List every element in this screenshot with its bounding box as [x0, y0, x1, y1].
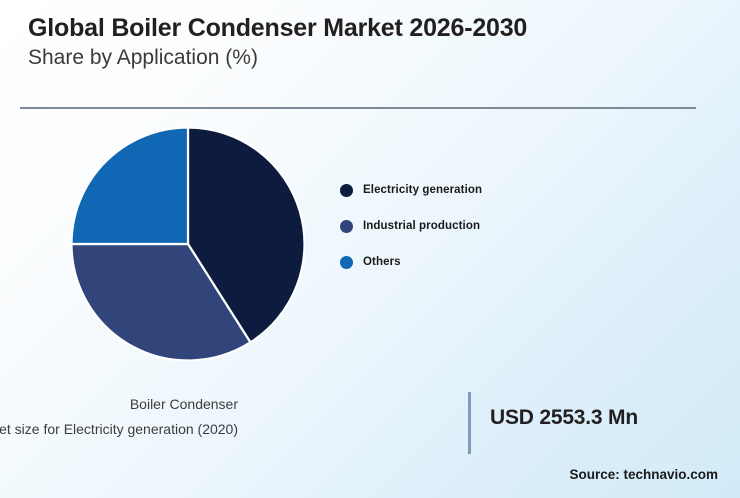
market-size-callout: Boiler Condenser market size for Electri… — [0, 392, 690, 454]
chart-legend: Electricity generation Industrial produc… — [340, 172, 600, 280]
pie-slice[interactable] — [71, 242, 252, 361]
chart-header: Global Boiler Condenser Market 2026-2030… — [28, 14, 712, 70]
legend-swatch-icon — [340, 183, 353, 197]
legend-item-electricity-generation[interactable]: Electricity generation — [340, 172, 600, 208]
pie-chart-svg — [71, 127, 305, 361]
legend-swatch-icon — [340, 219, 353, 233]
callout-description-line-2: market size for Electricity generation (… — [0, 420, 238, 437]
legend-item-label: Industrial production — [363, 220, 481, 232]
pie-chart — [71, 127, 305, 361]
legend-swatch-icon — [340, 255, 353, 269]
legend-item-others[interactable]: Others — [340, 244, 600, 280]
page-title: Global Boiler Condenser Market 2026-2030 — [28, 14, 528, 42]
callout-description: Boiler Condenser market size for Electri… — [0, 392, 238, 441]
legend-item-label: Others — [363, 256, 401, 268]
callout-value: USD 2553.3 Mn — [490, 406, 638, 429]
pie-slice-group — [71, 127, 305, 361]
legend-item-industrial-production[interactable]: Industrial production — [340, 208, 600, 244]
source-attribution: Source: technavio.com — [569, 467, 718, 482]
title-divider — [20, 107, 696, 109]
callout-description-line-1: Boiler Condenser — [129, 396, 238, 412]
callout-divider — [468, 392, 471, 454]
pie-slice[interactable] — [71, 127, 190, 246]
legend-item-label: Electricity generation — [363, 184, 483, 196]
chart-subtitle: Share by Application (%) — [28, 46, 258, 69]
